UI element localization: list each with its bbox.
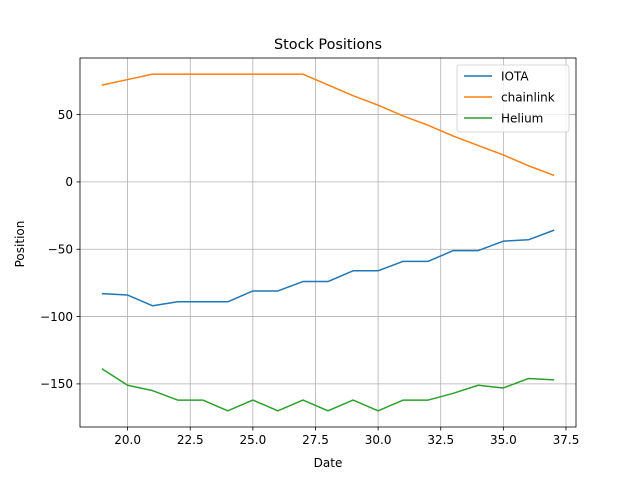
legend-label: IOTA <box>501 69 529 83</box>
legend: IOTA chainlink Helium <box>456 64 570 133</box>
y-tick-label: −150 <box>40 377 73 391</box>
legend-box <box>456 64 570 133</box>
x-tick-label: 32.5 <box>427 433 454 447</box>
x-tick-label: 27.5 <box>302 433 329 447</box>
legend-label: Helium <box>501 111 543 125</box>
series-line-0 <box>101 229 555 307</box>
y-axis-label: Position <box>13 221 27 268</box>
x-axis-label: Date <box>314 456 343 470</box>
series-lines <box>101 73 555 412</box>
plot-frame <box>79 57 577 428</box>
x-tick-label: 37.5 <box>553 433 580 447</box>
legend-label: chainlink <box>501 90 555 104</box>
y-tick-label: 0 <box>65 175 73 189</box>
y-axis-ticks: 50 0 −50 −100 −150 <box>40 108 80 391</box>
y-tick-label: 50 <box>58 108 73 122</box>
chart-title: Stock Positions <box>274 37 382 53</box>
y-tick-label: −50 <box>48 243 73 257</box>
x-tick-label: 20.0 <box>114 433 141 447</box>
x-tick-label: 30.0 <box>365 433 392 447</box>
x-tick-label: 35.0 <box>490 433 517 447</box>
x-tick-label: 22.5 <box>177 433 204 447</box>
x-tick-label: 25.0 <box>239 433 266 447</box>
series-line-1 <box>101 73 555 177</box>
y-tick-label: −100 <box>40 310 73 324</box>
x-axis-ticks: 20.0 22.5 25.0 27.5 30.0 32.5 35.0 37.5 <box>114 427 579 447</box>
series-line-2 <box>101 368 555 412</box>
